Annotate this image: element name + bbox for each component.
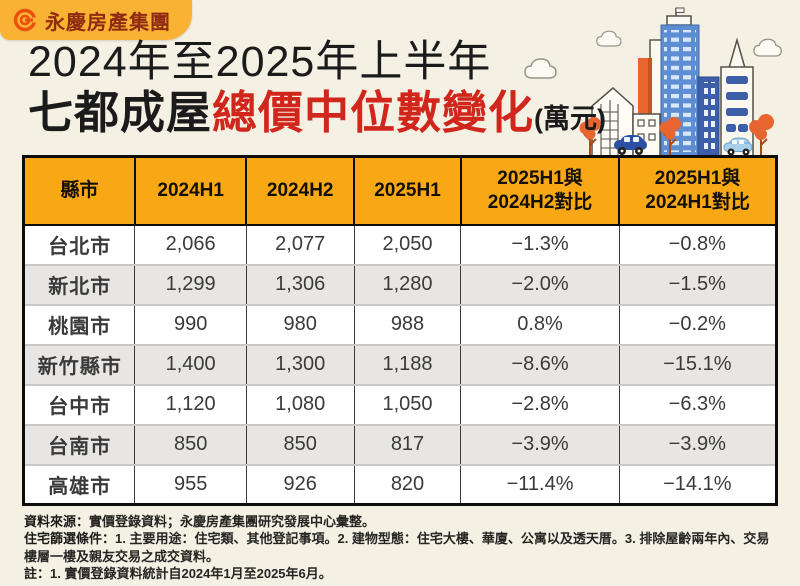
table-row: 高雄市 955 926 820 −11.4% −14.1% <box>22 463 778 505</box>
table-row: 新竹縣市 1,400 1,300 1,188 −8.6% −15.1% <box>22 343 778 385</box>
value-cell: 2,077 <box>245 224 355 265</box>
value-cell: 850 <box>134 423 247 465</box>
value-cell: 988 <box>353 303 462 345</box>
value-cell: 1,300 <box>245 343 355 385</box>
column-header-vs-2024h2: 2025H1與 2024H2對比 <box>459 155 621 226</box>
value-cell: 1,080 <box>245 383 355 425</box>
value-cell: −11.4% <box>460 463 620 505</box>
value-cell: 0.8% <box>460 303 620 345</box>
value-cell: 1,120 <box>134 383 247 425</box>
value-cell: 2,066 <box>134 224 247 265</box>
value-cell: −8.6% <box>460 343 620 385</box>
title-red-part: 總價中位數變化 <box>212 87 535 139</box>
footnotes: 資料來源：實價登錄資料；永慶房產集團研究發展中心彙整。 住宅篩選條件：1. 主要… <box>24 513 778 582</box>
tree-icon <box>579 114 774 156</box>
value-cell: 1,299 <box>134 263 247 305</box>
table-row: 台南市 850 850 817 −3.9% −3.9% <box>22 423 778 465</box>
value-cell: −14.1% <box>618 463 778 505</box>
value-cell: 1,050 <box>353 383 462 425</box>
city-cell: 新北市 <box>22 263 136 305</box>
column-header-2025h1: 2025H1 <box>353 155 462 226</box>
column-header-city: 縣市 <box>22 155 136 226</box>
value-cell: 1,400 <box>134 343 247 385</box>
yungching-logo-icon <box>13 8 38 32</box>
value-cell: 926 <box>245 463 355 505</box>
value-cell: −3.9% <box>618 423 778 465</box>
building-icon <box>697 76 720 156</box>
value-cell: 980 <box>245 303 355 345</box>
value-cell: −3.9% <box>460 423 620 465</box>
value-cell: −0.2% <box>618 303 778 345</box>
value-cell: 850 <box>245 423 355 465</box>
column-header-2024h1: 2024H1 <box>133 155 248 226</box>
value-cell: 1,280 <box>353 263 462 305</box>
page-title-line1: 2024年至2025年上半年 <box>28 38 492 86</box>
city-cell: 台南市 <box>22 423 136 465</box>
table-row: 台中市 1,120 1,080 1,050 −2.8% −6.3% <box>22 383 778 425</box>
value-cell: 1,188 <box>353 343 462 385</box>
value-cell: 820 <box>353 463 462 505</box>
value-cell: −6.3% <box>618 383 778 425</box>
value-cell: 817 <box>353 423 462 465</box>
value-cell: 990 <box>134 303 247 345</box>
cloud-icon <box>524 30 782 79</box>
price-table: 縣市 2024H1 2024H2 2025H1 2025H1與 2024H2對比 … <box>22 155 778 506</box>
column-header-vs-2024h1: 2025H1與 2024H1對比 <box>618 155 778 226</box>
city-cell: 台中市 <box>22 383 136 425</box>
title-block: 2024年至2025年上半年 七都成屋總價中位數變化(萬元) <box>28 38 606 138</box>
city-cell: 台北市 <box>22 224 136 265</box>
value-cell: −2.0% <box>460 263 620 305</box>
city-skyline-illustration <box>524 7 782 156</box>
value-cell: 1,306 <box>245 263 355 305</box>
header-row: 縣市 2024H1 2024H2 2025H1 2025H1與 2024H2對比 … <box>22 155 778 226</box>
value-cell: −1.5% <box>618 263 778 305</box>
note-remark: 註：1. 實價登錄資料統計自2024年1月至2025年6月。 <box>24 565 332 581</box>
value-cell: 2,050 <box>353 224 462 265</box>
table-row: 台北市 2,066 2,077 2,050 −1.3% −0.8% <box>22 224 778 265</box>
value-cell: −2.8% <box>460 383 620 425</box>
note-source: 資料來源：實價登錄資料；永慶房產集團研究發展中心彙整。 <box>24 514 376 529</box>
note-filter-criteria: 住宅篩選條件：1. 主要用途：住宅類、其他登記事項。2. 建物型態：住宅大樓、華… <box>24 531 770 564</box>
car-icon <box>723 137 753 156</box>
title-black-part: 七都成屋 <box>28 87 213 139</box>
car-icon <box>614 135 647 155</box>
value-cell: −1.3% <box>460 224 620 265</box>
value-cell: −15.1% <box>618 343 778 385</box>
page-title-line2: 七都成屋總價中位數變化(萬元) <box>28 88 606 138</box>
value-cell: 955 <box>134 463 247 505</box>
city-cell: 新竹縣市 <box>22 343 136 385</box>
title-unit: (萬元) <box>534 104 607 135</box>
city-cell: 高雄市 <box>22 463 136 505</box>
brand-logo-pill: 永慶房產集團 <box>0 0 192 40</box>
table-row: 桃園市 990 980 988 0.8% −0.2% <box>22 303 778 345</box>
column-header-2024h2: 2024H2 <box>245 155 356 226</box>
value-cell: −0.8% <box>618 224 778 265</box>
table-row: 新北市 1,299 1,306 1,280 −2.0% −1.5% <box>22 263 778 305</box>
city-cell: 桃園市 <box>22 303 136 345</box>
brand-name: 永慶房產集團 <box>45 11 171 34</box>
building-icon <box>720 37 754 156</box>
